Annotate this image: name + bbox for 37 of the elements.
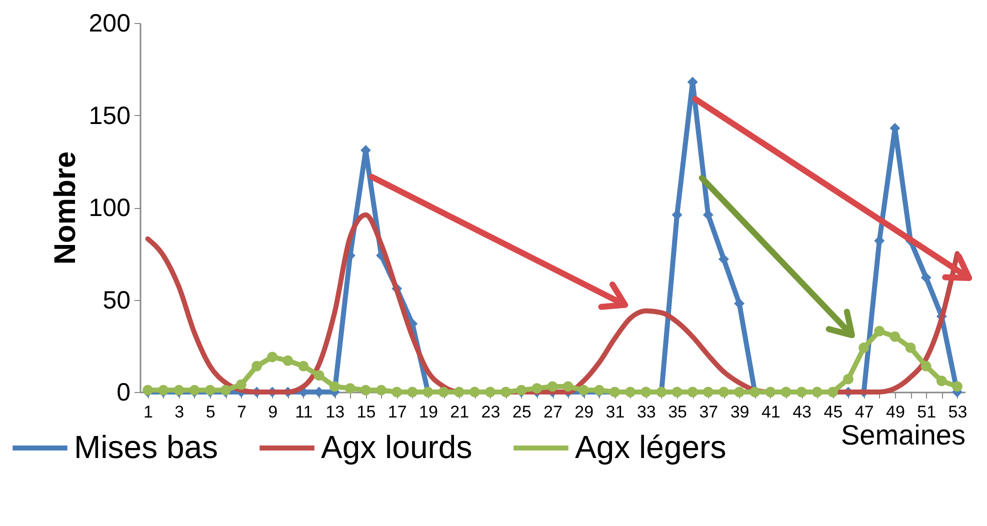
x-tick-label: 39 (730, 402, 750, 422)
x-tick-label: 9 (268, 402, 278, 422)
y-tick-label: 100 (88, 194, 130, 222)
x-tick-label: 47 (854, 402, 874, 422)
x-tick-label: 27 (544, 402, 562, 422)
y-tick-label: 150 (88, 102, 130, 130)
x-tick-label: 45 (824, 402, 843, 422)
x-tick-label: 19 (419, 402, 438, 422)
x-tick-label: 23 (481, 402, 500, 422)
x-tick-label: 13 (326, 402, 345, 422)
legend-label: Mises bas (74, 429, 218, 465)
x-tick-label: 17 (388, 402, 407, 422)
x-tick-label: 31 (606, 402, 625, 422)
y-tick-label: 0 (116, 378, 130, 406)
x-tick-label: 43 (792, 402, 812, 422)
x-tick-label: 33 (636, 402, 656, 422)
x-tick-label: 37 (699, 402, 718, 422)
x-tick-label: 49 (886, 402, 905, 422)
x-tick-label: 15 (356, 402, 376, 422)
x-tick-label: 41 (761, 402, 780, 422)
x-tick-label: 35 (668, 402, 687, 422)
x-tick-label: 3 (174, 402, 184, 422)
x-tick-label: 7 (236, 402, 246, 422)
x-tick-label: 29 (574, 402, 594, 422)
legend-label: Agx lourds (321, 429, 472, 465)
x-tick-label: 1 (144, 402, 154, 422)
x-tick-label: 53 (948, 402, 968, 422)
y-axis-title: Nombre (48, 151, 82, 265)
x-tick-label: 51 (917, 402, 936, 422)
y-tick-label: 50 (102, 286, 130, 314)
x-tick-label: 25 (512, 402, 532, 422)
y-tick-label: 200 (88, 10, 130, 38)
x-axis-title: Semaines (840, 420, 966, 450)
x-tick-label: 11 (295, 402, 313, 422)
x-tick-label: 5 (206, 402, 216, 422)
legend-label: Agx légers (575, 429, 726, 465)
x-tick-label: 21 (450, 402, 470, 422)
